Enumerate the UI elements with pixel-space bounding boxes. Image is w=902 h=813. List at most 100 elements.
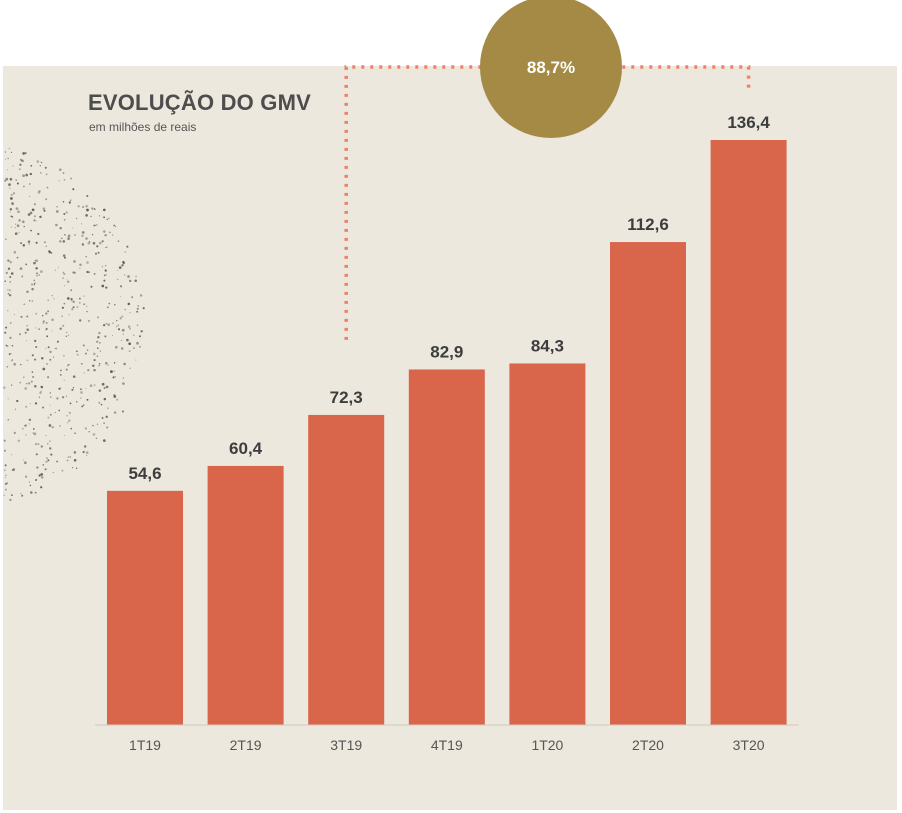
texture-dot	[87, 241, 91, 245]
texture-dot	[120, 339, 123, 341]
texture-dot	[103, 230, 106, 233]
texture-dot	[21, 494, 24, 497]
texture-dot	[10, 359, 13, 362]
texture-dot	[23, 185, 25, 188]
texture-dot	[35, 274, 38, 277]
texture-dot	[3, 439, 6, 442]
texture-dot	[47, 310, 50, 313]
texture-dot	[50, 252, 53, 254]
texture-dot	[24, 387, 28, 390]
texture-dot	[99, 215, 101, 217]
texture-dot	[40, 390, 42, 392]
texture-dot	[131, 296, 133, 299]
texture-dot	[105, 385, 109, 389]
texture-dot	[4, 464, 7, 467]
texture-dot	[77, 205, 80, 208]
texture-dot	[93, 208, 96, 210]
texture-dot	[120, 296, 122, 298]
texture-dot	[62, 271, 64, 274]
texture-dot	[18, 219, 21, 222]
texture-dot	[79, 319, 82, 322]
texture-dot	[85, 205, 88, 208]
texture-dot	[92, 364, 95, 367]
texture-dot	[34, 260, 36, 262]
texture-dot	[8, 183, 11, 186]
texture-dot	[39, 391, 42, 395]
texture-dot	[62, 277, 64, 279]
texture-dot	[107, 407, 109, 409]
texture-dot	[13, 251, 17, 254]
texture-dot	[65, 368, 68, 371]
texture-dot	[60, 387, 62, 389]
texture-dot	[14, 227, 16, 229]
texture-dot	[121, 315, 124, 318]
texture-dot	[90, 215, 92, 218]
tick-label-3T19: 3T19	[330, 737, 362, 753]
tick-label-2T20: 2T20	[632, 737, 664, 753]
texture-dot	[103, 397, 107, 401]
texture-dot	[61, 237, 63, 240]
tick-label-3T20: 3T20	[733, 737, 765, 753]
texture-dot	[19, 267, 23, 270]
texture-dot	[98, 389, 102, 392]
texture-dot	[50, 453, 53, 456]
texture-dot	[140, 330, 143, 333]
texture-dot	[7, 267, 11, 270]
texture-dot	[23, 461, 27, 465]
texture-dot	[22, 152, 25, 155]
texture-dot	[136, 341, 139, 345]
texture-dot	[12, 468, 16, 471]
texture-dot	[33, 282, 36, 285]
texture-dot	[20, 492, 22, 495]
texture-dot	[128, 350, 131, 353]
texture-dot	[49, 413, 52, 416]
texture-dot	[13, 362, 17, 366]
texture-dot	[117, 324, 120, 327]
texture-dot	[72, 387, 75, 389]
texture-dot	[119, 285, 123, 288]
texture-dot	[92, 424, 94, 427]
texture-dot	[98, 365, 100, 367]
texture-dot	[98, 241, 102, 245]
texture-dot	[42, 406, 45, 409]
texture-dot	[92, 433, 96, 436]
texture-dot	[70, 297, 73, 301]
texture-dot	[101, 284, 105, 288]
texture-dot	[46, 363, 48, 365]
texture-dot	[117, 328, 121, 331]
texture-dot	[34, 443, 38, 446]
texture-dot	[58, 387, 61, 390]
texture-dot	[59, 227, 62, 230]
texture-dot	[34, 384, 37, 388]
texture-dot	[16, 399, 19, 403]
texture-dot	[66, 364, 70, 367]
texture-dot	[37, 443, 40, 446]
texture-dot	[28, 300, 31, 302]
chart-subtitle: em milhões de reais	[89, 120, 197, 134]
texture-dot	[63, 272, 66, 275]
texture-dot	[35, 241, 38, 244]
texture-dot	[88, 320, 90, 322]
texture-dot	[33, 432, 37, 436]
texture-dot	[90, 285, 93, 288]
texture-dot	[9, 498, 12, 501]
texture-dot	[105, 246, 107, 249]
texture-dot	[85, 387, 87, 390]
texture-dot	[6, 366, 9, 368]
texture-dot	[108, 217, 110, 219]
texture-dot	[96, 347, 99, 350]
texture-dot	[64, 233, 66, 236]
texture-dot	[97, 316, 99, 319]
texture-dot	[18, 333, 21, 336]
texture-dot	[30, 229, 32, 232]
texture-dot	[76, 350, 78, 352]
texture-dot	[71, 388, 74, 391]
texture-dot	[116, 326, 118, 328]
texture-dot	[70, 199, 72, 201]
texture-dot	[5, 271, 8, 275]
texture-dot	[23, 225, 25, 228]
texture-dot	[89, 384, 93, 387]
texture-dot	[101, 266, 104, 268]
texture-dot	[57, 266, 60, 268]
texture-dot	[34, 339, 37, 343]
